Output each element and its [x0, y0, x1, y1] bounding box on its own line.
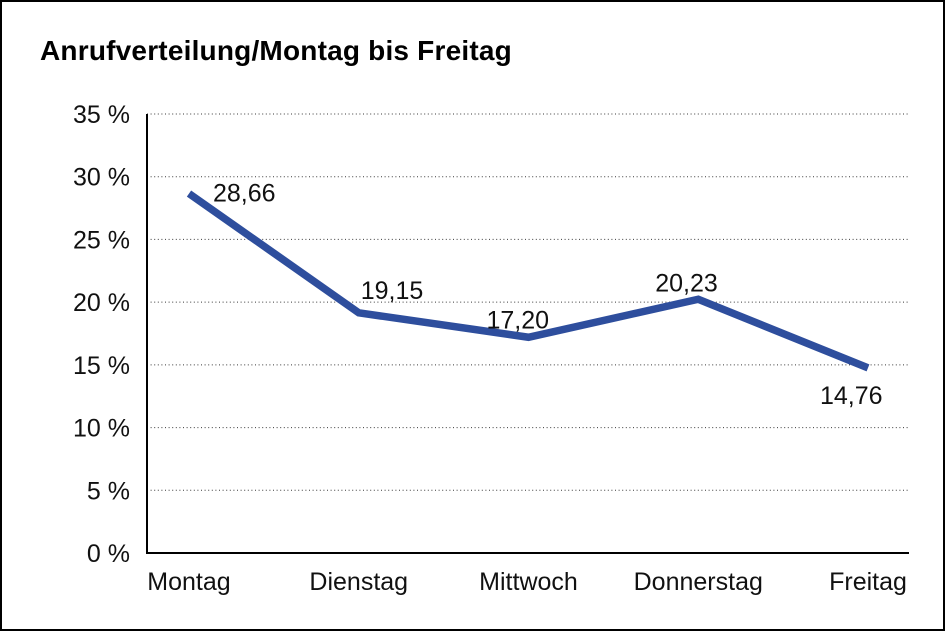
x-tick-label: Donnerstag — [634, 568, 763, 596]
y-tick-label: 10 % — [73, 415, 130, 443]
x-tick-label: Dienstag — [309, 568, 408, 596]
chart-title: Anrufverteilung/Montag bis Freitag — [40, 35, 512, 66]
y-tick-label: 25 % — [73, 226, 130, 254]
x-tick-label: Montag — [147, 568, 230, 596]
y-tick-label: 5 % — [87, 477, 130, 505]
data-point-label: 14,76 — [820, 382, 883, 410]
x-tick-label: Mittwoch — [479, 568, 578, 596]
y-tick-label: 0 % — [87, 540, 130, 568]
data-point-label: 28,66 — [213, 180, 276, 208]
y-tick-label: 15 % — [73, 352, 130, 380]
y-tick-label: 30 % — [73, 164, 130, 192]
data-point-label: 17,20 — [487, 306, 550, 334]
y-tick-label: 20 % — [73, 289, 130, 317]
data-point-label: 19,15 — [361, 277, 424, 305]
x-tick-label: Freitag — [829, 568, 907, 596]
y-tick-label: 35 % — [73, 101, 130, 129]
data-line — [186, 190, 870, 372]
data-point-label: 20,23 — [655, 269, 718, 297]
